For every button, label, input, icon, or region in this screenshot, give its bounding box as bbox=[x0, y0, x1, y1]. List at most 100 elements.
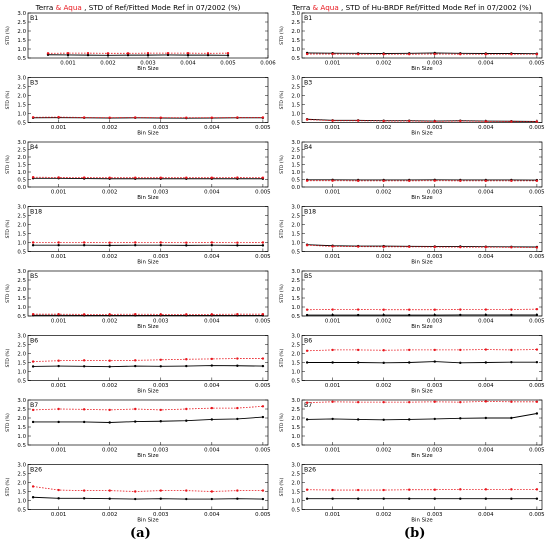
y-tick-label: 2.0 bbox=[291, 222, 300, 228]
y-tick-label: 1.5 bbox=[17, 231, 26, 237]
data-point-terra bbox=[159, 365, 162, 368]
data-point-aqua bbox=[305, 349, 309, 352]
data-point-aqua bbox=[484, 348, 488, 351]
x-tick-label: 0.002 bbox=[102, 318, 117, 324]
x-tick-label: 0.005 bbox=[529, 60, 544, 66]
y-tick-label: 0.5 bbox=[17, 314, 26, 320]
x-tick-label: 0.003 bbox=[427, 383, 442, 389]
data-point-aqua bbox=[535, 179, 539, 183]
x-axis-label: Bin Size bbox=[137, 324, 159, 330]
x-tick-label: 0.004 bbox=[478, 512, 494, 518]
y-axis-label: STD (%) bbox=[279, 155, 285, 174]
data-point-aqua bbox=[166, 51, 170, 55]
data-point-aqua bbox=[433, 120, 436, 123]
x-tick-label: 0.001 bbox=[51, 318, 66, 324]
y-tick-label: 1.5 bbox=[291, 425, 300, 431]
panel-label: B5 bbox=[30, 273, 38, 280]
x-tick-label: 0.006 bbox=[260, 60, 276, 66]
x-tick-label: 0.004 bbox=[204, 318, 220, 324]
x-tick-label: 0.004 bbox=[478, 125, 494, 131]
data-point-aqua bbox=[134, 407, 137, 411]
y-tick-label: 3.0 bbox=[291, 140, 300, 146]
data-point-terra bbox=[261, 415, 265, 419]
data-point-aqua bbox=[82, 116, 86, 119]
data-point-aqua bbox=[382, 308, 385, 311]
data-point-terra bbox=[535, 497, 539, 500]
y-tick-label: 2.0 bbox=[17, 155, 26, 161]
data-point-aqua bbox=[535, 400, 539, 403]
data-point-aqua bbox=[106, 52, 110, 55]
y-tick-label: 1.5 bbox=[291, 162, 300, 168]
plot-frame bbox=[27, 206, 269, 252]
data-point-aqua bbox=[108, 313, 111, 316]
panel-label: B7 bbox=[30, 402, 38, 409]
x-tick-label: 0.002 bbox=[102, 125, 117, 131]
data-point-aqua bbox=[356, 119, 360, 122]
y-tick-label: 0.5 bbox=[291, 56, 300, 62]
x-axis-label: Bin Size bbox=[137, 389, 159, 395]
y-tick-label: 2.0 bbox=[291, 29, 300, 35]
x-tick-label: 0.002 bbox=[100, 60, 115, 66]
y-tick-label: 1.0 bbox=[291, 47, 300, 53]
x-tick-label: 0.005 bbox=[529, 447, 544, 453]
y-tick-label: 1.5 bbox=[291, 231, 300, 237]
data-point-terra bbox=[206, 53, 210, 57]
data-point-aqua bbox=[185, 313, 188, 316]
data-point-aqua bbox=[408, 179, 411, 183]
x-tick-label: 0.001 bbox=[325, 318, 340, 324]
data-point-aqua bbox=[82, 489, 86, 492]
data-point-aqua bbox=[206, 52, 210, 55]
y-tick-label: 3.0 bbox=[291, 333, 300, 339]
x-tick-label: 0.003 bbox=[427, 512, 442, 518]
y-tick-label: 3.0 bbox=[17, 11, 26, 17]
data-point-aqua bbox=[57, 488, 60, 492]
y-tick-label: 0.5 bbox=[17, 443, 26, 449]
data-point-terra bbox=[459, 417, 462, 420]
data-point-terra bbox=[236, 364, 239, 367]
y-tick-label: 2.5 bbox=[291, 407, 300, 413]
data-point-aqua bbox=[510, 246, 513, 249]
panel-label: B18 bbox=[30, 209, 42, 216]
data-point-terra bbox=[408, 361, 411, 364]
data-point-terra bbox=[459, 313, 462, 317]
data-point-terra bbox=[159, 420, 162, 423]
data-point-terra bbox=[510, 360, 513, 364]
data-point-aqua bbox=[408, 308, 411, 311]
x-tick-label: 0.003 bbox=[427, 189, 442, 195]
data-point-aqua bbox=[382, 400, 385, 404]
data-point-aqua bbox=[31, 241, 35, 244]
x-tick-label: 0.005 bbox=[529, 318, 544, 324]
y-tick-label: 0.5 bbox=[17, 120, 26, 126]
y-tick-label: 2.0 bbox=[291, 351, 300, 357]
data-point-aqua bbox=[408, 348, 411, 352]
data-point-aqua bbox=[331, 348, 334, 352]
data-point-terra bbox=[236, 417, 239, 421]
x-tick-label: 0.002 bbox=[102, 189, 117, 195]
y-tick-label: 1.5 bbox=[17, 360, 26, 366]
x-tick-label: 0.005 bbox=[255, 447, 270, 453]
y-axis-label: STD (%) bbox=[279, 477, 285, 496]
data-point-aqua bbox=[57, 115, 60, 119]
data-point-aqua bbox=[82, 408, 86, 411]
data-point-aqua bbox=[66, 51, 70, 55]
y-tick-label: 1.0 bbox=[17, 111, 26, 117]
chart-title-b-post: , STD of Hu-BRDF Ref/Fitted Mode Ref in … bbox=[341, 3, 532, 12]
y-tick-label: 2.0 bbox=[17, 480, 26, 486]
plot-frame bbox=[301, 270, 543, 317]
data-point-aqua bbox=[261, 357, 265, 360]
data-point-terra bbox=[382, 361, 385, 365]
plot-frame bbox=[27, 335, 269, 381]
data-point-aqua bbox=[510, 488, 513, 491]
x-tick-label: 0.003 bbox=[427, 125, 442, 131]
data-point-terra bbox=[57, 420, 60, 424]
x-tick-label: 0.005 bbox=[255, 125, 270, 131]
data-point-terra bbox=[382, 497, 385, 500]
data-point-aqua bbox=[134, 116, 137, 119]
data-point-aqua bbox=[510, 400, 513, 403]
data-point-aqua bbox=[82, 176, 86, 179]
series-line-aqua bbox=[307, 308, 537, 311]
y-tick-label: 3.0 bbox=[17, 333, 26, 339]
data-point-terra bbox=[356, 418, 360, 421]
data-point-terra bbox=[459, 361, 462, 365]
data-point-terra bbox=[57, 497, 60, 500]
